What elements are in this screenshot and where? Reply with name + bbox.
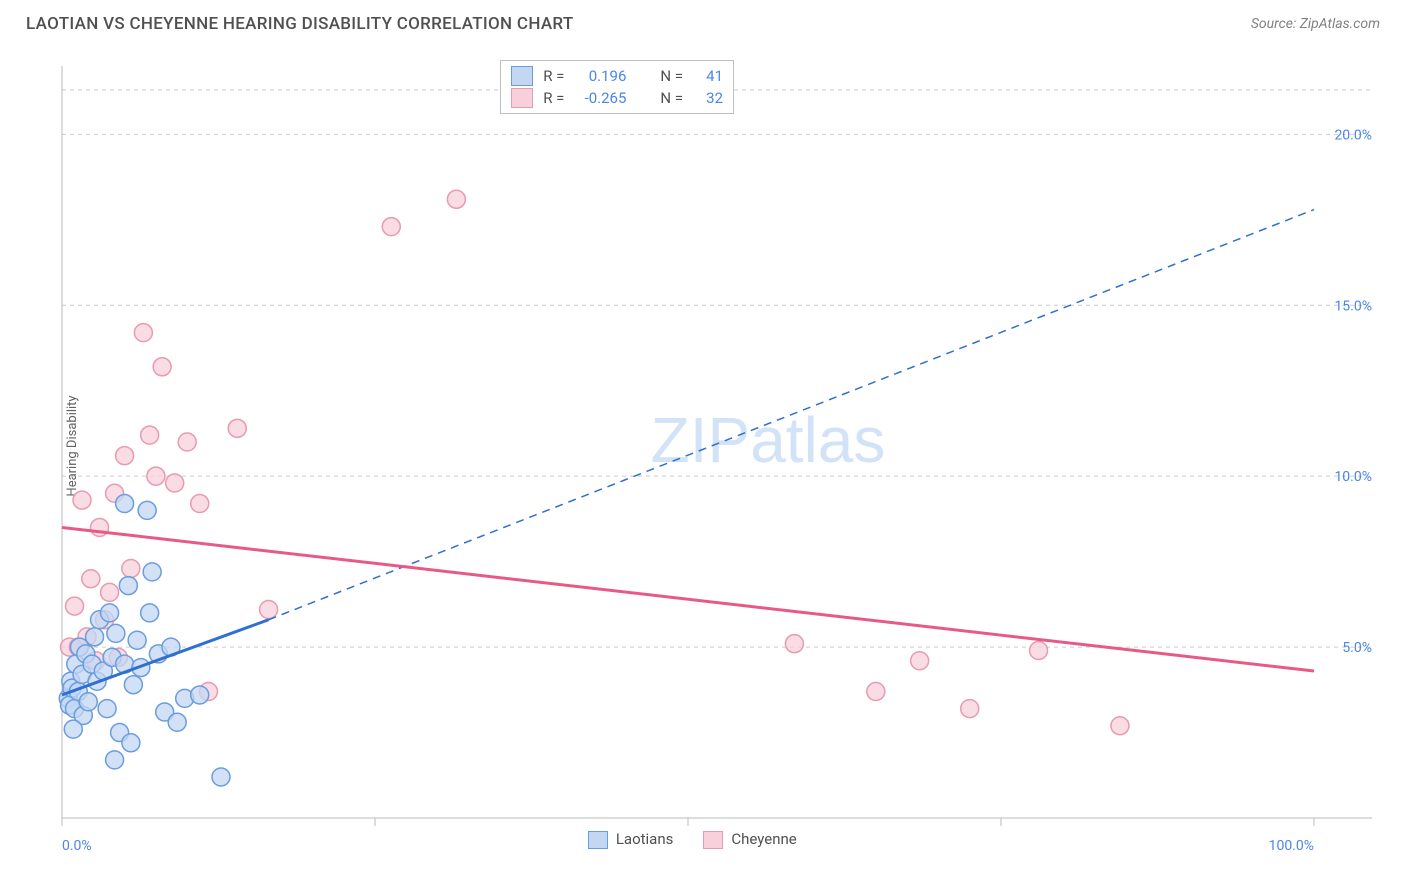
svg-text:0.0%: 0.0% [62, 838, 92, 854]
legend-label: Cheyenne [731, 830, 796, 848]
correlation-legend: R =0.196N =41R =-0.265N =32 [500, 60, 734, 114]
svg-text:20.0%: 20.0% [1334, 127, 1372, 143]
scatter-chart-svg: 5.0% 10.0% 15.0% 20.0% 0.0% 100.0% ZIPatlas [54, 58, 1384, 878]
svg-text:15.0%: 15.0% [1334, 298, 1372, 314]
svg-text:100.0%: 100.0% [1269, 838, 1314, 854]
chart-title: LAOTIAN VS CHEYENNE HEARING DISABILITY C… [26, 14, 574, 34]
legend-swatch [703, 831, 723, 849]
chart-header: LAOTIAN VS CHEYENNE HEARING DISABILITY C… [0, 0, 1406, 44]
series-legend: Laotians Cheyenne [588, 830, 797, 849]
legend-label: Laotians [616, 830, 674, 848]
legend-swatch [511, 66, 533, 86]
svg-text:5.0%: 5.0% [1342, 640, 1372, 656]
svg-text:10.0%: 10.0% [1334, 469, 1372, 485]
chart-source: Source: ZipAtlas.com [1251, 16, 1380, 32]
legend-swatch [511, 88, 533, 108]
legend-swatch [588, 831, 608, 849]
svg-text:ZIPatlas: ZIPatlas [651, 404, 886, 476]
chart-area: 5.0%10.0%15.0%20.0%0.0%100.0%ZIPatlas [54, 58, 1384, 828]
